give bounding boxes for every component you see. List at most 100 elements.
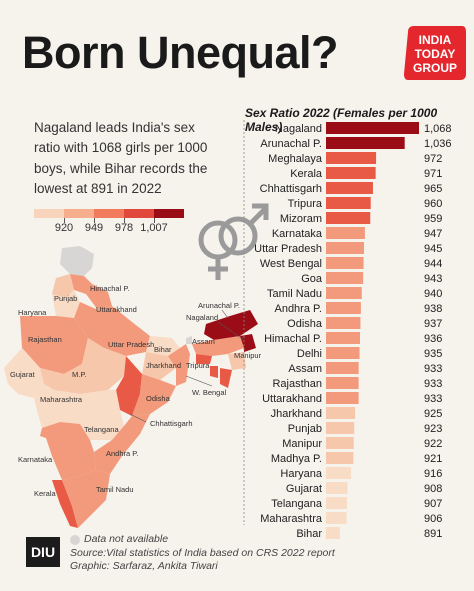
bar-category-label: Gujarat [286, 483, 322, 495]
bar-value-label: 906 [424, 513, 442, 525]
bar-category-label: Punjab [288, 423, 322, 435]
map-jammu-kashmir [60, 246, 94, 276]
bar-value-label: 1,068 [424, 123, 452, 135]
na-swatch [70, 534, 80, 545]
bar [326, 302, 361, 314]
map-label-assam: Assam [192, 337, 215, 346]
bar-category-label: Nagaland [275, 123, 322, 135]
bar [326, 362, 359, 374]
bar-value-label: 937 [424, 318, 442, 330]
bar-category-label: Maharashtra [260, 513, 323, 525]
bar-value-label: 971 [424, 168, 442, 180]
diu-badge: DIU [26, 537, 60, 567]
legend-tick-line [154, 218, 155, 223]
bar [326, 497, 348, 509]
map-jharkhand [142, 352, 176, 380]
map-label-kerala: Kerala [34, 489, 57, 498]
bar [326, 152, 377, 164]
legend-swatch [64, 209, 94, 218]
map-madhya-pradesh [40, 338, 126, 394]
bar [326, 242, 365, 254]
map-himachal [70, 274, 92, 294]
bar-category-label: Karnataka [272, 228, 323, 240]
map-label-karnataka: Karnataka [18, 455, 53, 464]
map-manipur [228, 352, 246, 370]
bar-value-label: 891 [424, 528, 442, 540]
legend-swatch [34, 209, 64, 218]
bar [326, 332, 360, 344]
bar-category-label: Arunachal P. [260, 138, 322, 150]
bar-value-label: 945 [424, 243, 442, 255]
map-chhattisgarh [116, 356, 142, 416]
legend-tick-label: 1,007 [140, 222, 168, 234]
bar [326, 467, 352, 479]
bar-category-label: Andhra P. [274, 303, 322, 315]
bar-category-label: Delhi [297, 348, 322, 360]
bar-value-label: 923 [424, 423, 442, 435]
map-uttar-pradesh [74, 302, 150, 356]
legend-tick-label: 920 [54, 222, 74, 234]
bar-value-label: 935 [424, 348, 442, 360]
map-bihar [146, 336, 180, 356]
bar [326, 422, 355, 434]
legend-swatch [124, 209, 154, 218]
bar-value-label: 936 [424, 333, 442, 345]
map-kerala [52, 480, 78, 528]
bar [326, 137, 405, 149]
map-label-arunachal: Arunachal P. [198, 301, 240, 310]
map-karnataka [42, 422, 96, 480]
legend-ticks: 920 949 978 1,007 [34, 218, 184, 234]
bar [326, 272, 364, 284]
legend-tick-line [64, 218, 65, 223]
map-label-gujarat: Gujarat [10, 370, 36, 379]
sex-ratio-bar-chart: Nagaland 1,068 Arunachal P. 1,036 Meghalaya 9… [243, 120, 452, 540]
bar-value-label: 944 [424, 258, 442, 270]
logo-line-1: INDIA [419, 33, 452, 47]
legend-tick-line [94, 218, 95, 223]
bar-value-label: 1,036 [424, 138, 452, 150]
gender-symbols-icon [198, 203, 269, 280]
bar [326, 317, 361, 329]
india-today-logo: INDIA TODAY GROUP [404, 26, 466, 80]
bar-category-label: Rajasthan [272, 378, 322, 390]
bar-category-label: Manipur [282, 438, 322, 450]
legend-tick-label: 978 [114, 222, 134, 234]
bar [326, 347, 360, 359]
map-label-manipur: Manipur [234, 351, 262, 360]
bar-value-label: 908 [424, 483, 442, 495]
bar-category-label: Tripura [288, 198, 323, 210]
map-label-himachal: Himachal P. [90, 284, 129, 293]
bar [326, 377, 359, 389]
map-telangana [80, 410, 124, 440]
bar [326, 482, 348, 494]
map-maharashtra [34, 384, 120, 428]
bar-category-label: Himachal P. [264, 333, 322, 345]
map-sikkim [186, 336, 192, 344]
bar-value-label: 907 [424, 498, 442, 510]
bar-category-label: Chhattisgarh [260, 183, 322, 195]
bar-value-label: 960 [424, 198, 442, 210]
bar [326, 392, 359, 404]
map-uttarakhand [86, 284, 112, 310]
bar-category-label: Uttar Pradesh [254, 243, 322, 255]
bar-category-label: Telangana [271, 498, 323, 510]
legend-tick-label: 949 [84, 222, 104, 234]
logo-line-2: TODAY [415, 47, 456, 61]
map-tamil-nadu [62, 470, 110, 528]
bar-value-label: 916 [424, 468, 442, 480]
bar [326, 167, 376, 179]
bar-value-label: 943 [424, 273, 442, 285]
map-haryana [52, 290, 80, 318]
bar-value-label: 921 [424, 453, 442, 465]
chart-title: Sex Ratio 2022 (Females per 1000 Males) [245, 106, 438, 134]
graphic-credit: Graphic: Sarfaraz, Ankita Tiwari [70, 560, 218, 573]
bar [326, 527, 340, 539]
bar-category-label: Meghalaya [268, 153, 323, 165]
bar-category-label: Goa [301, 273, 323, 285]
map-arunachal-pradesh [204, 310, 258, 340]
map-tripura [210, 366, 218, 378]
bar-value-label: 940 [424, 288, 442, 300]
subtitle: Nagaland leads India's sex ratio with 10… [34, 120, 208, 196]
map-label-haryana: Haryana [18, 308, 47, 317]
map-nagaland [240, 334, 256, 352]
